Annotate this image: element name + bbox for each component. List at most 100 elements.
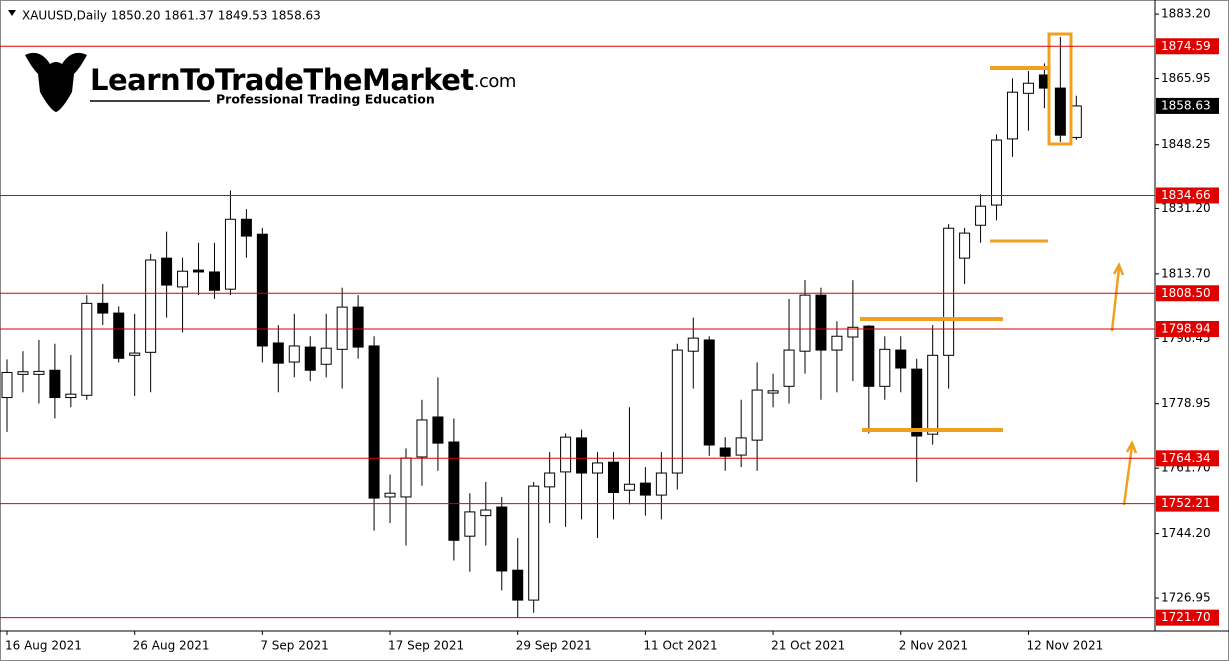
candle-body: [1006, 91, 1018, 140]
candle-body: [1070, 105, 1082, 138]
logo: LearnToTradeTheMarket.com Professional T…: [25, 52, 516, 112]
candle-body: [783, 349, 795, 387]
candle-body: [65, 393, 77, 399]
arrow: [1122, 440, 1138, 506]
x-tick-label: 21 Oct 2021: [771, 639, 845, 653]
candle-body: [560, 436, 572, 473]
candle-body: [719, 447, 731, 457]
candle-body: [975, 205, 987, 226]
candle-body: [320, 347, 332, 365]
level-label: 1798.94: [1161, 321, 1211, 335]
candle-body: [432, 416, 444, 444]
level-tag: [1156, 495, 1219, 512]
candle-body: [145, 259, 157, 353]
x-tick-label: 26 Aug 2021: [133, 639, 210, 653]
candle-body: [991, 139, 1003, 206]
candle-body: [113, 312, 125, 359]
annotation-box: [1047, 32, 1073, 146]
menu-icon: [8, 10, 16, 16]
x-tick-label: 11 Oct 2021: [643, 639, 717, 653]
candle-body: [895, 349, 907, 369]
candle-body: [33, 370, 45, 375]
candle-body: [336, 306, 348, 350]
x-tick-label: 7 Sep 2021: [260, 639, 328, 653]
y-tick-label: 1726.95: [1161, 591, 1211, 605]
candle-body: [655, 472, 667, 496]
arrow: [1110, 262, 1125, 332]
candle-body: [623, 483, 635, 491]
candle-body: [815, 294, 827, 351]
candle-body: [352, 306, 364, 348]
candle-body: [879, 348, 891, 387]
annotations: [860, 32, 1138, 506]
candle-body: [384, 492, 396, 498]
candle-body: [1054, 87, 1066, 136]
level-label: 1808.50: [1161, 286, 1211, 300]
candle-body: [256, 233, 268, 347]
chart-header: XAUUSD,Daily 1850.20 1861.37 1849.53 185…: [22, 9, 321, 23]
brand-suffix: .com: [474, 71, 516, 92]
price-tag: [1156, 97, 1219, 114]
level-tag: [1156, 285, 1219, 302]
level-tag: [1156, 38, 1219, 55]
x-tick-label: 12 Nov 2021: [1026, 639, 1103, 653]
y-tick-label: 1778.95: [1161, 396, 1211, 410]
candle-body: [544, 472, 556, 488]
candle-body: [767, 390, 779, 394]
candle-body: [272, 342, 284, 364]
candle-body: [528, 485, 540, 601]
candle-body: [208, 271, 220, 291]
candle-body: [1022, 82, 1034, 94]
brand-name: LearnToTradeTheMarket.com: [90, 63, 516, 97]
level-label: 1752.21: [1161, 496, 1211, 510]
level-tag: [1156, 609, 1219, 626]
candle-body: [17, 371, 29, 375]
candle-body: [943, 227, 955, 356]
level-tag: [1156, 450, 1219, 467]
candle-body: [847, 326, 859, 338]
candle-body: [751, 389, 763, 441]
candle-body: [49, 369, 61, 399]
logo-bull: [25, 52, 87, 112]
y-tick-label: 1883.20: [1161, 7, 1211, 21]
y-tick-label: 1831.20: [1161, 201, 1211, 215]
candle-body: [863, 325, 875, 387]
candle-body: [161, 257, 173, 286]
candle-body: [496, 506, 508, 572]
candle-body: [288, 345, 300, 363]
y-tick-label: 1744.20: [1161, 526, 1211, 540]
candle-body: [959, 232, 971, 259]
candle-body: [703, 339, 715, 446]
candle-body: [512, 569, 524, 601]
candle-body: [480, 509, 492, 517]
x-tick-label: 29 Sep 2021: [516, 639, 592, 653]
candle-body: [177, 270, 189, 288]
candle-body: [927, 354, 939, 435]
candle-body: [240, 218, 252, 237]
candle-body: [464, 511, 476, 537]
candle-body: [400, 457, 412, 498]
y-tick-label: 1848.25: [1161, 137, 1211, 151]
candle-body: [831, 335, 843, 351]
candle-body: [576, 437, 588, 474]
level-label: 1764.34: [1161, 451, 1211, 465]
y-tick-label: 1813.70: [1161, 266, 1211, 280]
candle-body: [735, 437, 747, 456]
candle-body: [368, 345, 380, 499]
candle-body: [304, 346, 316, 371]
x-tick-label: 17 Sep 2021: [388, 639, 464, 653]
level-label: 1834.66: [1161, 188, 1211, 202]
candle-body: [81, 302, 93, 396]
brand-tagline: Professional Trading Education: [216, 92, 435, 107]
level-tag: [1156, 320, 1219, 337]
candle-body: [448, 441, 460, 541]
candle-body: [639, 482, 651, 496]
candle-body: [911, 368, 923, 437]
candle-body: [193, 269, 205, 273]
price-label: 1858.63: [1161, 98, 1211, 112]
candle-body: [687, 337, 699, 352]
candle-body: [97, 302, 109, 314]
candle-body: [607, 461, 619, 493]
